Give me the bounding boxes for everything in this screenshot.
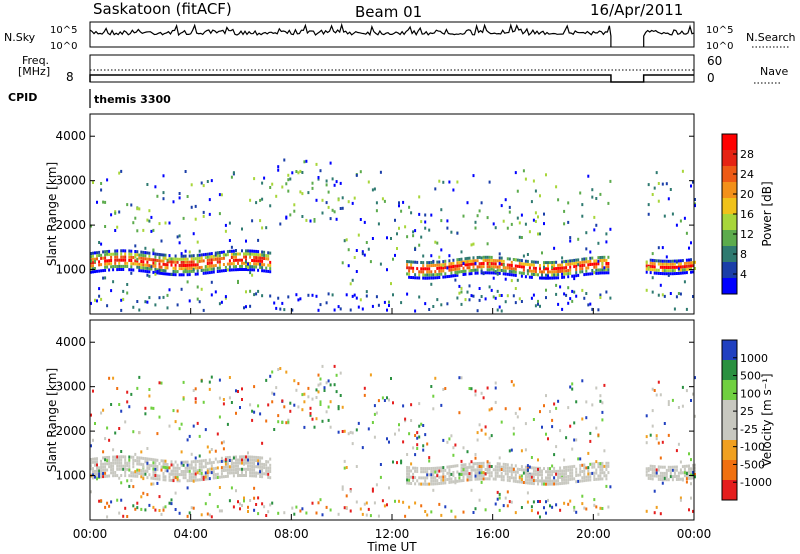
cpid-panel: CPID themis 3300 [8, 89, 171, 108]
colorbar-swatch [722, 182, 737, 199]
freq-label: Freq. [22, 54, 49, 67]
colorbar-tick-label: 8 [740, 248, 747, 261]
date-label: 16/Apr/2011 [590, 1, 683, 19]
colorbar-swatch [722, 166, 737, 183]
x-tick-label: 04:00 [173, 527, 208, 541]
x-tick-label: 00:00 [73, 527, 108, 541]
power-colorbar: 28 24 20 16 12 8 4 [721, 133, 754, 295]
colorbar-tick-label: -1000 [740, 476, 772, 489]
colorbar-tick-label: 16 [740, 208, 754, 221]
nave-tick-bottom: 0 [707, 71, 715, 85]
nave-label: Nave [760, 65, 788, 78]
colorbar-swatch [722, 278, 737, 295]
colorbar-tick-label: 25 [740, 405, 754, 418]
colorbar-swatch [722, 246, 737, 263]
colorbar-swatch [722, 400, 737, 421]
station-title: Saskatoon (fitACF) [93, 0, 232, 18]
power-y-axis: 4000 3000 2000 1000 [55, 129, 694, 277]
colorbar-tick-label: -100 [740, 441, 765, 454]
colorbar-swatch [722, 214, 737, 231]
y-tick-label: 2000 [55, 424, 86, 438]
y-tick-label: 1000 [55, 469, 86, 483]
y-tick-label: 1000 [55, 263, 86, 277]
colorbar-tick-label: 100 [740, 387, 761, 400]
n-sky-line-b [643, 24, 695, 47]
colorbar-swatch [722, 460, 737, 481]
cpid-value: themis 3300 [94, 93, 171, 106]
n-sky-label: N.Sky [4, 31, 36, 44]
velocity-panel: 4000 3000 2000 1000 00:00 04:00 08:00 12:00 16:… [45, 308, 774, 554]
colorbar-swatch [722, 440, 737, 461]
colorbar-tick-label: 28 [740, 148, 754, 161]
x-tick-label: 08:00 [274, 527, 309, 541]
n-sky-tick-top: 10^5 [50, 25, 77, 36]
colorbar-tick-label: -500 [740, 458, 765, 471]
colorbar-tick-label: 500 [740, 370, 761, 383]
velocity-x-axis: 00:00 04:00 08:00 12:00 16:00 20:00 00:00 [73, 308, 712, 541]
y-tick-label: 4000 [55, 335, 86, 349]
velocity-colorbar: 1000 500 100 25 -25 -100 -500 -1000 [721, 339, 772, 501]
colorbar-swatch [722, 230, 737, 247]
n-search-tick-top: 10^5 [706, 25, 733, 36]
n-sky-tick-bottom: 10^0 [50, 41, 77, 52]
n-sky-line [89, 22, 612, 47]
colorbar-tick-label: 12 [740, 228, 754, 241]
x-tick-label: 20:00 [576, 527, 611, 541]
power-colorbar-label: Power [dB] [760, 181, 774, 246]
x-tick-label: 16:00 [475, 527, 510, 541]
colorbar-swatch [722, 340, 737, 361]
x-axis-label: Time UT [366, 540, 417, 554]
colorbar-swatch [722, 150, 737, 167]
freq-tick: 8 [66, 70, 74, 84]
y-tick-label: 3000 [55, 174, 86, 188]
colorbar-swatch [722, 360, 737, 381]
colorbar-swatch [722, 480, 737, 501]
beam-label: Beam 01 [355, 3, 422, 21]
colorbar-tick-label: 4 [740, 268, 747, 281]
n-search-label: N.Search [746, 31, 796, 44]
power-panel: 4000 3000 2000 1000 Slant Range [km] 28 24 20… [45, 113, 774, 315]
freq-panel: Freq. [MHz] 8 60 0 Nave [18, 54, 788, 85]
freq-line [89, 74, 694, 83]
colorbar-swatch [722, 420, 737, 441]
velocity-data-layer [90, 364, 696, 519]
x-tick-label: 12:00 [375, 527, 410, 541]
y-tick-label: 3000 [55, 380, 86, 394]
velocity-y-label: Slant Range [km] [45, 368, 59, 472]
x-tick-label: 00:00 [677, 527, 712, 541]
colorbar-tick-label: -25 [740, 423, 758, 436]
colorbar-swatch [722, 262, 737, 279]
power-y-label: Slant Range [km] [45, 162, 59, 266]
colorbar-tick-label: 20 [740, 188, 754, 201]
y-tick-label: 2000 [55, 218, 86, 232]
n-search-tick-bottom: 10^0 [706, 41, 733, 52]
nave-tick-top: 60 [707, 54, 722, 68]
cpid-label: CPID [8, 91, 37, 104]
scan-panel: N.Sky 10^5 10^0 10^5 10^0 N.Search [4, 21, 796, 52]
velocity-y-axis: 4000 3000 2000 1000 [55, 335, 694, 483]
colorbar-swatch [722, 134, 737, 151]
colorbar-tick-label: 1000 [740, 352, 768, 365]
power-data-layer [90, 158, 696, 313]
colorbar-tick-label: 24 [740, 168, 754, 181]
y-tick-label: 4000 [55, 129, 86, 143]
velocity-colorbar-label: Velocity [m s⁻¹] [760, 373, 774, 466]
colorbar-swatch [722, 380, 737, 401]
freq-unit-label: [MHz] [18, 65, 50, 78]
colorbar-swatch [722, 198, 737, 215]
